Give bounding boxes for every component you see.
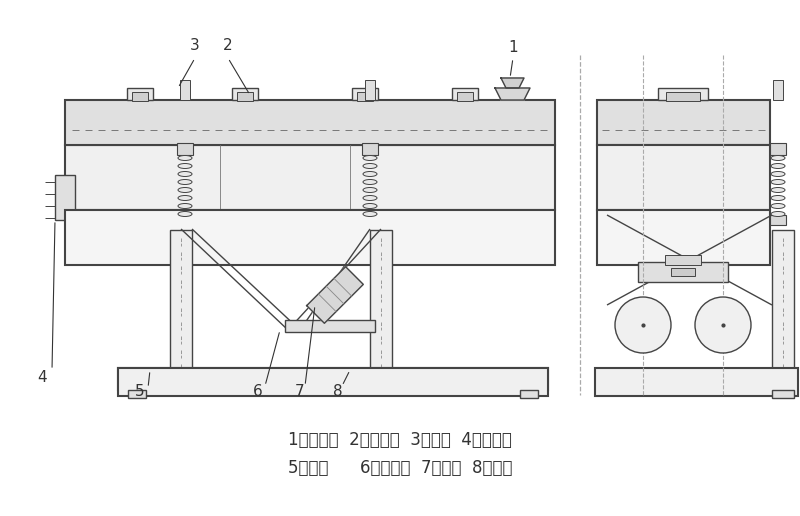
Bar bbox=[365, 80, 375, 100]
Bar bbox=[770, 215, 786, 225]
Bar bbox=[772, 390, 794, 398]
Bar bbox=[597, 145, 770, 210]
Ellipse shape bbox=[771, 203, 785, 208]
Bar bbox=[132, 92, 148, 101]
Ellipse shape bbox=[771, 187, 785, 192]
Bar bbox=[457, 92, 473, 101]
Bar bbox=[666, 92, 700, 101]
Bar bbox=[773, 80, 783, 100]
Ellipse shape bbox=[363, 180, 377, 185]
Polygon shape bbox=[501, 78, 524, 88]
Ellipse shape bbox=[178, 164, 192, 169]
Ellipse shape bbox=[771, 155, 785, 160]
Bar bbox=[671, 268, 695, 276]
Bar bbox=[362, 215, 378, 225]
Bar bbox=[597, 210, 770, 265]
Ellipse shape bbox=[178, 171, 192, 176]
Text: 8: 8 bbox=[333, 384, 343, 399]
Bar bbox=[357, 92, 373, 101]
Ellipse shape bbox=[178, 203, 192, 208]
Bar bbox=[597, 100, 770, 145]
Ellipse shape bbox=[363, 187, 377, 192]
Bar bbox=[180, 80, 190, 100]
Bar bbox=[370, 230, 392, 390]
Ellipse shape bbox=[363, 203, 377, 208]
Ellipse shape bbox=[363, 212, 377, 217]
Bar bbox=[65, 210, 555, 265]
Text: 1、进料口  2、筛上盖  3、弹簧  4、出料口: 1、进料口 2、筛上盖 3、弹簧 4、出料口 bbox=[288, 431, 512, 449]
Text: 5、筛箱      6、电机架  7、电机  8、支架: 5、筛箱 6、电机架 7、电机 8、支架 bbox=[288, 459, 512, 477]
Ellipse shape bbox=[178, 155, 192, 160]
Bar bbox=[65, 100, 555, 145]
Text: 5: 5 bbox=[135, 384, 145, 399]
Bar bbox=[177, 143, 193, 155]
Bar bbox=[362, 143, 378, 155]
Ellipse shape bbox=[771, 164, 785, 169]
Polygon shape bbox=[306, 267, 363, 324]
Bar bbox=[520, 390, 538, 398]
Bar bbox=[658, 88, 708, 100]
Text: 2: 2 bbox=[223, 39, 233, 54]
Ellipse shape bbox=[363, 171, 377, 176]
Bar bbox=[128, 390, 146, 398]
Bar bbox=[177, 215, 193, 225]
Circle shape bbox=[615, 297, 671, 353]
Ellipse shape bbox=[178, 212, 192, 217]
Ellipse shape bbox=[363, 196, 377, 201]
Text: 7: 7 bbox=[295, 384, 305, 399]
Ellipse shape bbox=[363, 155, 377, 160]
Bar bbox=[285, 320, 375, 332]
Ellipse shape bbox=[363, 164, 377, 169]
Bar bbox=[638, 262, 728, 282]
Bar bbox=[452, 88, 478, 100]
Bar bbox=[232, 88, 258, 100]
Bar bbox=[352, 88, 378, 100]
Ellipse shape bbox=[771, 212, 785, 217]
Bar bbox=[118, 368, 548, 396]
Ellipse shape bbox=[178, 196, 192, 201]
Bar bbox=[595, 368, 798, 396]
Text: 3: 3 bbox=[190, 39, 200, 54]
Bar bbox=[770, 143, 786, 155]
Circle shape bbox=[695, 297, 751, 353]
Bar bbox=[118, 368, 548, 390]
Bar bbox=[55, 175, 75, 220]
Bar bbox=[772, 230, 794, 390]
Ellipse shape bbox=[771, 180, 785, 185]
Ellipse shape bbox=[178, 180, 192, 185]
Ellipse shape bbox=[178, 187, 192, 192]
Bar bbox=[65, 145, 555, 210]
Text: 4: 4 bbox=[37, 370, 47, 385]
Bar bbox=[665, 255, 701, 265]
Bar bbox=[127, 88, 153, 100]
Text: 1: 1 bbox=[508, 40, 518, 56]
Text: 6: 6 bbox=[253, 384, 263, 399]
Bar bbox=[237, 92, 253, 101]
Polygon shape bbox=[495, 88, 530, 100]
Ellipse shape bbox=[771, 196, 785, 201]
Bar bbox=[170, 230, 192, 390]
Ellipse shape bbox=[771, 171, 785, 176]
